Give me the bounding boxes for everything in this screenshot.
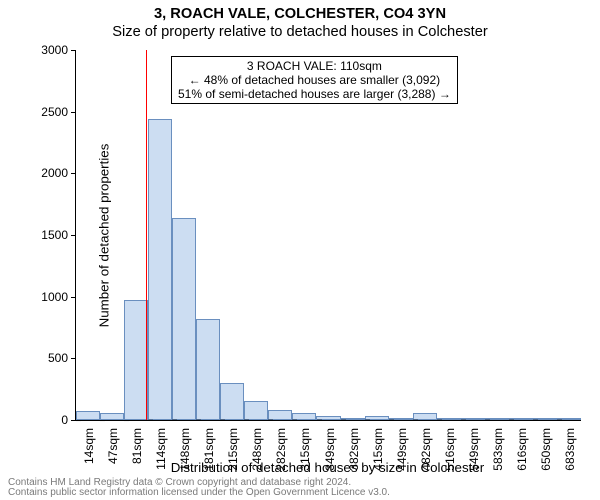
chart-address-title: 3, ROACH VALE, COLCHESTER, CO4 3YN — [0, 6, 600, 22]
y-tick: 3000 — [41, 43, 76, 57]
y-tick: 2500 — [41, 105, 76, 119]
histogram-bar — [124, 300, 148, 420]
histogram-bar — [244, 401, 268, 420]
histogram-bar — [148, 119, 172, 420]
x-tick: 81sqm — [128, 420, 144, 464]
x-axis-label: Distribution of detached houses by size … — [75, 460, 580, 475]
histogram-bar — [172, 218, 196, 420]
histogram-plot-area: 3 ROACH VALE: 110sqm← 48% of detached ho… — [75, 50, 581, 421]
histogram-bar — [76, 411, 100, 420]
histogram-bars — [76, 50, 581, 420]
histogram-bar — [413, 413, 437, 420]
annotation-box: 3 ROACH VALE: 110sqm← 48% of detached ho… — [171, 56, 458, 104]
y-tick: 0 — [61, 413, 76, 427]
copyright-footer: Contains HM Land Registry data © Crown c… — [8, 478, 390, 498]
y-tick: 2000 — [41, 166, 76, 180]
x-tick: 47sqm — [104, 420, 120, 464]
y-tick: 1500 — [41, 228, 76, 242]
histogram-bar — [196, 319, 220, 420]
y-tick: 500 — [48, 351, 76, 365]
chart-subtitle: Size of property relative to detached ho… — [0, 24, 600, 40]
annotation-line: ← 48% of detached houses are smaller (3,… — [178, 73, 451, 87]
histogram-bar — [292, 413, 316, 420]
property-marker-line — [146, 50, 147, 420]
x-tick: 14sqm — [80, 420, 96, 464]
annotation-line: 3 ROACH VALE: 110sqm — [178, 59, 451, 73]
histogram-bar — [268, 410, 292, 420]
histogram-bar — [100, 413, 124, 420]
annotation-line: 51% of semi-detached houses are larger (… — [178, 87, 451, 101]
footer-line: Contains public sector information licen… — [8, 488, 390, 498]
histogram-bar — [220, 383, 244, 420]
y-tick: 1000 — [41, 290, 76, 304]
